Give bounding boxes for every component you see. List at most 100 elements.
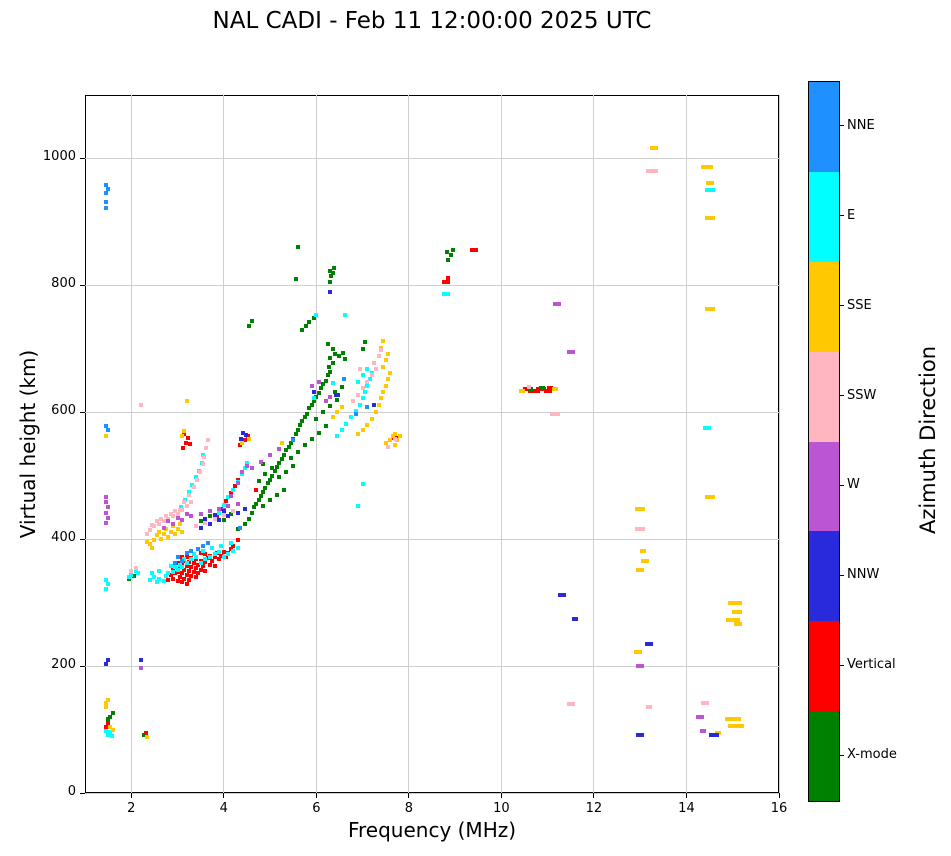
data-point-e [210, 546, 215, 551]
colorbar-segment-nnw [809, 531, 839, 622]
grid-line-y [85, 538, 779, 540]
data-point-ssw [150, 523, 155, 528]
data-point-x-mode [106, 717, 111, 722]
data-point-e [228, 540, 233, 545]
data-point-vertical [181, 445, 186, 450]
data-point-e [231, 487, 236, 492]
data-point-sse [639, 548, 646, 553]
data-point-w [566, 349, 575, 354]
colorbar-tick [840, 215, 844, 217]
data-point-sse [650, 146, 659, 151]
data-point-nnw [212, 513, 217, 518]
data-point-sse [154, 533, 159, 538]
data-point-x-mode [247, 323, 252, 328]
data-point-sse [163, 527, 168, 532]
data-point-vertical [198, 567, 203, 572]
data-point-e [136, 571, 141, 576]
data-point-x-mode [261, 504, 266, 509]
data-point-x-mode [341, 350, 346, 355]
grid-line-x [130, 95, 132, 793]
data-point-vertical [214, 551, 219, 556]
data-point-ssw [182, 500, 187, 505]
data-point-x-mode [228, 511, 233, 516]
data-point-ssw [189, 500, 194, 505]
data-point-x-mode [284, 469, 289, 474]
data-point-sse [365, 422, 370, 427]
data-point-nne [103, 183, 108, 188]
data-point-e [186, 490, 191, 495]
data-point-x-mode [304, 323, 309, 328]
data-point-e [235, 546, 240, 551]
data-point-w [198, 511, 203, 516]
grid-line-x [778, 95, 780, 793]
data-point-x-mode [286, 444, 291, 449]
data-point-e [231, 548, 236, 553]
data-point-x-mode [337, 354, 342, 359]
data-point-x-mode [330, 346, 335, 351]
data-point-vertical [217, 557, 222, 562]
data-point-nnw [217, 518, 222, 523]
data-point-x-mode [272, 468, 277, 473]
data-point-sse [279, 440, 284, 445]
data-point-nnw [235, 510, 240, 515]
data-point-vertical [194, 566, 199, 571]
data-point-x-mode [539, 386, 546, 391]
data-point-x-mode [448, 252, 453, 257]
data-point-sse [175, 527, 180, 532]
data-point-sse [728, 723, 745, 728]
data-point-x-mode [295, 245, 300, 250]
data-point-nnw [312, 389, 317, 394]
data-point-x-mode [270, 473, 275, 478]
data-point-e [217, 549, 222, 554]
data-point-ssw [163, 514, 168, 519]
data-point-nnw [106, 657, 111, 662]
data-point-e [166, 571, 171, 576]
data-point-e [161, 579, 166, 584]
data-point-sse [147, 542, 152, 547]
data-point-e [353, 409, 358, 413]
colorbar-tick-label: X-mode [847, 747, 897, 763]
data-point-e [108, 730, 113, 735]
x-tick-label: 2 [127, 801, 136, 816]
data-point-x-mode [302, 443, 307, 448]
colorbar-segment-e [809, 171, 839, 262]
data-point-w [166, 519, 171, 524]
data-point-vertical [191, 570, 196, 575]
data-point-e [194, 474, 199, 479]
data-point-w [217, 506, 222, 511]
data-point-ssw [203, 520, 208, 525]
data-point-ssw [200, 462, 205, 467]
data-point-x-mode [312, 316, 317, 321]
data-point-e [180, 565, 185, 570]
x-tick-label: 14 [678, 801, 695, 816]
data-point-vertical [546, 386, 553, 391]
data-point-e [150, 571, 155, 576]
data-point-sse [519, 388, 526, 393]
data-point-x-mode [328, 403, 333, 408]
data-point-w [258, 459, 263, 464]
data-point-w [696, 714, 705, 719]
data-point-vertical [196, 562, 201, 567]
data-point-sse [180, 434, 185, 439]
data-point-e [441, 292, 450, 297]
data-point-ssw [646, 704, 653, 709]
data-point-w [207, 509, 212, 514]
data-point-nnw [328, 289, 333, 294]
data-point-vertical [207, 562, 212, 567]
data-point-nnw [557, 593, 566, 598]
data-point-sse [106, 697, 111, 702]
data-point-vertical [441, 279, 450, 284]
data-point-ssw [376, 354, 381, 359]
x-tick-label: 4 [219, 801, 228, 816]
data-point-sse [392, 443, 397, 448]
data-point-x-mode [242, 521, 247, 526]
data-point-vertical [177, 565, 182, 570]
y-tick-label: 400 [51, 530, 76, 546]
x-tick [408, 793, 410, 798]
data-point-e [312, 396, 317, 401]
data-point-sse [240, 440, 245, 445]
data-point-ssw [129, 568, 134, 573]
data-point-x-mode [268, 477, 273, 482]
data-point-ssw [635, 527, 646, 532]
